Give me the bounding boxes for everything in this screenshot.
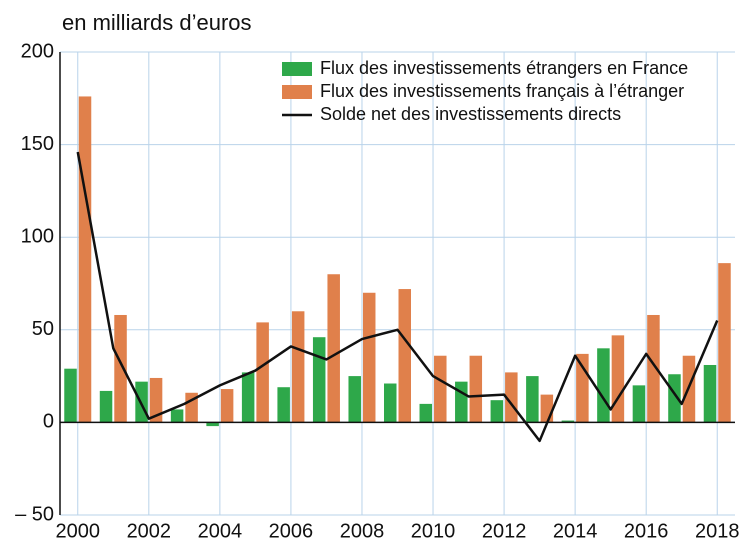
y-tick-label: 0 (43, 411, 54, 433)
y-tick-label: 50 (32, 318, 54, 340)
bar (668, 374, 681, 423)
bar (256, 322, 269, 423)
bar (241, 372, 255, 423)
bar (149, 377, 163, 423)
bar (632, 385, 646, 423)
x-tick-label: 2004 (198, 520, 243, 542)
bar (220, 389, 234, 423)
x-tick-label: 2010 (411, 520, 456, 542)
bar (718, 263, 731, 423)
bar (78, 96, 92, 423)
legend-label: Flux des investissements français à l’ét… (320, 81, 684, 101)
bar (99, 390, 113, 423)
bar (277, 387, 290, 423)
bar (576, 353, 589, 423)
x-tick-label: 2006 (269, 520, 314, 542)
bar (291, 311, 305, 423)
legend-swatch (282, 85, 312, 99)
x-tick-label: 2012 (482, 520, 527, 542)
line (76, 151, 719, 443)
y-tick-label: 100 (21, 225, 54, 247)
chart-subtitle: en milliards d’euros (62, 10, 252, 35)
x-tick-label: 2016 (624, 520, 669, 542)
bar (64, 368, 77, 423)
bar (185, 392, 198, 423)
bar (611, 335, 625, 423)
bar (469, 355, 483, 423)
bar (419, 403, 433, 423)
y-tick-label: 200 (21, 40, 54, 62)
y-tick-label: – 50 (15, 503, 54, 525)
x-tick-label: 2000 (56, 520, 101, 542)
legend-swatch (282, 62, 312, 76)
x-tick-label: 2018 (695, 520, 740, 542)
x-tick-label: 2014 (553, 520, 598, 542)
bar (561, 420, 575, 423)
bar (434, 355, 447, 423)
bar (455, 381, 468, 423)
bar (114, 314, 127, 423)
legend-label: Flux des investissements étrangers en Fr… (320, 58, 688, 78)
x-tick-label: 2008 (340, 520, 385, 542)
bar (348, 376, 361, 423)
legend-label: Solde net des investissements directs (320, 104, 621, 124)
x-tick-label: 2002 (127, 520, 172, 542)
bar (490, 400, 504, 423)
bar (597, 348, 610, 423)
bar (312, 337, 326, 423)
bar (362, 292, 376, 423)
bar (384, 383, 397, 423)
bar (327, 274, 340, 423)
bar (206, 422, 219, 427)
bar (647, 314, 660, 423)
bar (398, 289, 411, 423)
bar (703, 364, 717, 423)
bar (540, 394, 554, 423)
bar (170, 409, 184, 423)
bar (526, 376, 539, 423)
y-tick-label: 150 (21, 133, 54, 155)
